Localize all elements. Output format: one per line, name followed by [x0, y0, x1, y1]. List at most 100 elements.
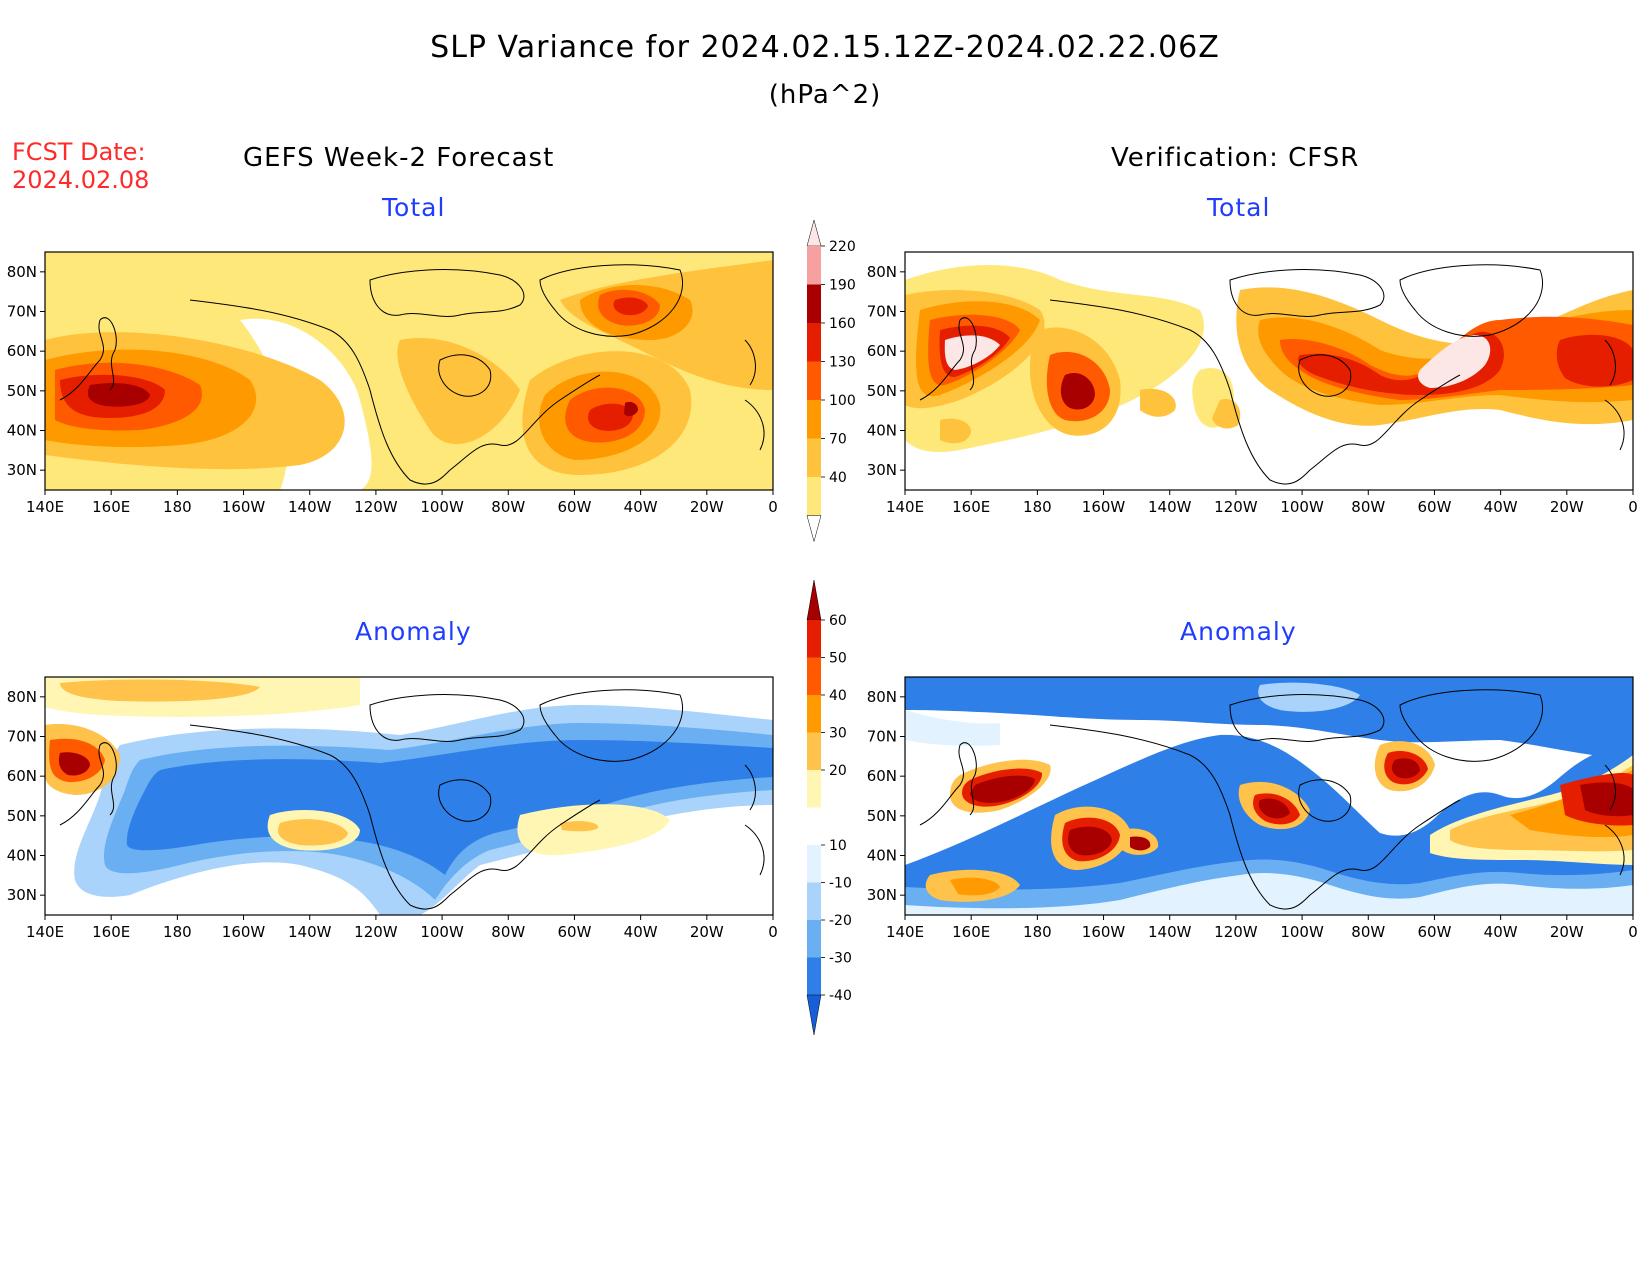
colorbar-label: -20	[829, 913, 852, 929]
lon-tick-label: 180	[163, 923, 192, 941]
gefs-total-map: 140E 160E 180 160W 140W 120W 100W 80W 60W 40W 20W 0…	[7, 251, 778, 516]
lon-tick-label: 0	[768, 498, 778, 516]
lat-tick-label: 40N	[867, 847, 897, 865]
lat-tick-label: 70N	[867, 728, 897, 746]
gefs-anomaly-title: Anomaly	[355, 617, 472, 646]
total-colorbar: 220 190 160 130 100 70 40	[806, 219, 856, 543]
colorbar-box	[807, 246, 821, 285]
gefs-column-title: GEFS Week-2 Forecast	[243, 143, 555, 173]
colorbar-cap-top	[806, 579, 822, 621]
lat-tick-label: 40N	[867, 422, 897, 440]
lon-tick-label: 0	[1628, 498, 1638, 516]
lon-tick-label: 140W	[288, 923, 332, 941]
lat-tick-label: 80N	[7, 263, 37, 281]
lat-tick-label: 80N	[7, 688, 37, 706]
colorbar-box	[807, 957, 821, 995]
colorbar-box	[807, 882, 821, 920]
colorbar-label: 160	[829, 316, 856, 332]
lon-tick-label: 40W	[624, 923, 658, 941]
lon-tick-label: 140W	[1148, 498, 1192, 516]
colorbar-label: 20	[829, 763, 847, 779]
cfsr-total-title: Total	[1207, 193, 1271, 222]
colorbar-label: -30	[829, 951, 852, 967]
colorbar-box	[807, 695, 821, 733]
colorbar-box	[807, 920, 821, 958]
lon-tick-label: 120W	[354, 498, 398, 516]
lon-tick-label: 60W	[557, 498, 591, 516]
colorbar-label: 40	[829, 688, 847, 704]
cfsr-total-coastlines	[919, 264, 1625, 485]
gefs-anomaly-field	[45, 677, 773, 915]
lat-tick-label: 80N	[867, 688, 897, 706]
lon-tick-label: 180	[1023, 923, 1052, 941]
lon-tick-label: 140W	[1148, 923, 1192, 941]
lon-tick-label: 0	[1628, 923, 1638, 941]
lat-tick-label: 60N	[867, 767, 897, 785]
lon-tick-label: 120W	[354, 923, 398, 941]
lon-tick-label: 20W	[1550, 498, 1584, 516]
lon-tick-label: 160E	[92, 498, 130, 516]
lon-tick-label: 100W	[1280, 498, 1324, 516]
lon-tick-label: 40W	[1484, 923, 1518, 941]
lat-tick-label: 70N	[7, 728, 37, 746]
cfsr-anomaly-map: 140E 160E 180 160W 140W 120W 100W 80W 60W 40W 20W 0…	[867, 676, 1638, 941]
lon-tick-label: 160E	[952, 923, 990, 941]
colorbar-label: 40	[829, 470, 847, 486]
lat-tick-label: 70N	[867, 303, 897, 321]
cfsr-total-frame	[904, 251, 1634, 491]
cfsr-anomaly-field	[905, 677, 1633, 915]
lon-tick-label: 160W	[1082, 498, 1126, 516]
main-units: (hPa^2)	[768, 80, 882, 110]
colorbar-label: 220	[829, 239, 856, 255]
colorbar-label: 30	[829, 726, 847, 742]
lat-tick-label: 60N	[7, 767, 37, 785]
lat-tick-label: 50N	[867, 807, 897, 825]
colorbar-label: 10	[829, 838, 847, 854]
lon-tick-label: 160E	[92, 923, 130, 941]
lat-tick-label: 30N	[867, 886, 897, 904]
lon-tick-label: 20W	[690, 923, 724, 941]
cfsr-total-map: 140E 160E 180 160W 140W 120W 100W 80W 60W 40W 20W 0…	[867, 251, 1638, 516]
lon-tick-label: 140E	[886, 498, 924, 516]
lat-tick-label: 50N	[7, 382, 37, 400]
colorbar-label: 50	[829, 651, 847, 667]
fcst-date-block: FCST Date: 2024.02.08	[12, 138, 149, 194]
colorbar-label: 130	[829, 355, 856, 371]
lon-tick-label: 80W	[491, 498, 525, 516]
lon-tick-label: 60W	[1417, 923, 1451, 941]
lon-tick-label: 120W	[1214, 923, 1258, 941]
cfsr-anomaly-title: Anomaly	[1180, 617, 1297, 646]
lat-tick-label: 80N	[867, 263, 897, 281]
gefs-total-coastlines	[59, 264, 765, 485]
colorbar-box	[807, 770, 821, 808]
colorbar-box	[807, 657, 821, 695]
lon-tick-label: 160E	[952, 498, 990, 516]
colorbar-box	[807, 361, 821, 400]
fcst-label: FCST Date:	[12, 138, 146, 166]
lon-tick-label: 140E	[26, 923, 64, 941]
colorbar-label: -10	[829, 876, 852, 892]
cfsr-anomaly-frame	[904, 676, 1634, 916]
colorbar-cap-bottom	[806, 515, 822, 543]
lat-tick-label: 30N	[7, 886, 37, 904]
lon-tick-label: 40W	[624, 498, 658, 516]
colorbar-label: -40	[829, 988, 852, 1004]
colorbar-label: 190	[829, 278, 856, 294]
gefs-total-title: Total	[382, 193, 446, 222]
lat-tick-label: 40N	[7, 847, 37, 865]
lat-tick-label: 50N	[7, 807, 37, 825]
lon-tick-label: 120W	[1214, 498, 1258, 516]
lon-tick-label: 80W	[491, 923, 525, 941]
cfsr-anomaly-coastlines	[919, 689, 1625, 910]
lon-tick-label: 160W	[222, 923, 266, 941]
colorbar-box	[807, 620, 821, 658]
lat-tick-label: 50N	[867, 382, 897, 400]
colorbar-box	[807, 807, 821, 845]
lon-tick-label: 100W	[420, 498, 464, 516]
gefs-total-field	[45, 252, 773, 490]
fcst-date: 2024.02.08	[12, 166, 150, 194]
colorbar-label: 100	[829, 393, 856, 409]
gefs-anomaly-frame	[44, 676, 774, 916]
lon-tick-label: 80W	[1351, 498, 1385, 516]
lat-tick-label: 60N	[867, 342, 897, 360]
